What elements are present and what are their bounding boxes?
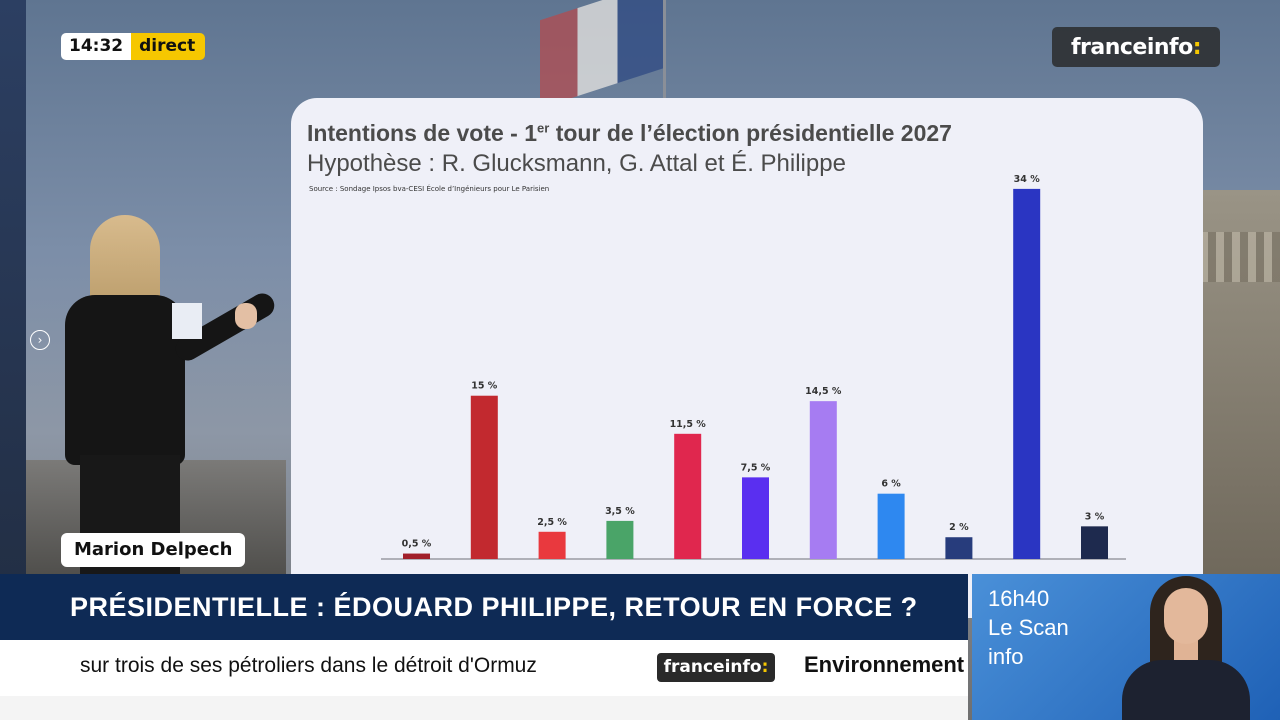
- chart-bar: [742, 477, 769, 559]
- ticker-logo-colon: :: [761, 657, 769, 677]
- chart-bar: [809, 401, 837, 559]
- chart-data-label: 34 %: [1014, 174, 1041, 185]
- chart-bar: [1081, 526, 1108, 559]
- headline-bar: PRÉSIDENTIELLE : ÉDOUARD PHILIPPE, RETOU…: [0, 574, 968, 640]
- chart-bar: [877, 493, 905, 559]
- live-badge: 14:32 direct: [61, 33, 206, 60]
- chart-title-sup: er: [537, 120, 550, 136]
- ticker-logo: franceinfo:: [657, 653, 775, 682]
- chart-data-label: 3,5 %: [605, 506, 635, 517]
- chart-title-start: Intentions de vote - 1: [307, 120, 538, 146]
- chart-title-end: tour de l’élection présidentielle 2027: [549, 120, 952, 146]
- chart-data-label: 2 %: [949, 522, 969, 533]
- anchor-portrait: [1122, 574, 1252, 720]
- chart-data-label: 3 %: [1085, 511, 1105, 522]
- presenter-hand: [235, 303, 257, 329]
- chart-bar: [674, 433, 702, 559]
- chart-bar: [606, 520, 634, 559]
- chart-data-label: 0,5 %: [402, 539, 432, 550]
- promo-text: 16h40 Le Scan info: [988, 586, 1069, 669]
- chart-data-label: 6 %: [881, 479, 901, 490]
- french-flag: [540, 0, 665, 109]
- channel-logo-colon: :: [1192, 34, 1202, 60]
- ticker-category: Environnement: [804, 652, 965, 677]
- chart-data-label: 14,5 %: [805, 386, 842, 397]
- chart-bar: [403, 553, 430, 559]
- chart-data-label: 11,5 %: [670, 419, 707, 430]
- bar-chart: 0,5 % 15 % 2,5 % 3,5 % 11,5 % 7,5 % 14,5 % 6 % 2…: [381, 174, 1126, 560]
- chevron-right-icon: ›: [30, 330, 50, 350]
- chart-bar: [945, 537, 973, 559]
- presenter-notes: [172, 303, 202, 339]
- anchor-body: [1122, 660, 1250, 720]
- ticker-text: sur trois de ses pétroliers dans le détr…: [80, 654, 537, 677]
- chart-bar: [1013, 188, 1041, 559]
- ticker-logo-name: franceinfo: [663, 657, 762, 677]
- chart-bar: [538, 531, 566, 559]
- presenter-figure: [60, 215, 279, 575]
- chart-title: Intentions de vote - 1er tour de l’élect…: [307, 120, 952, 147]
- ticker-strip: [0, 696, 968, 720]
- live-time: 14:32: [61, 33, 132, 60]
- chart-data-label: 15 %: [471, 381, 498, 392]
- program-promo: 16h40 Le Scan info: [972, 574, 1280, 720]
- chart-bar: [470, 395, 498, 559]
- chart-subtitle: Hypothèse : R. Glucksmann, G. Attal et É…: [307, 150, 846, 177]
- chart-data-label: 7,5 %: [741, 462, 771, 473]
- channel-logo-name: franceinfo: [1070, 34, 1193, 60]
- flag-pole: [663, 0, 666, 100]
- presenter-torso: [65, 295, 185, 465]
- presenter-name-tag: Marion Delpech: [61, 533, 246, 567]
- channel-logo: franceinfo:: [1052, 27, 1220, 67]
- chart-card: Intentions de vote - 1er tour de l’élect…: [291, 98, 1203, 618]
- headline-text: PRÉSIDENTIELLE : ÉDOUARD PHILIPPE, RETOU…: [70, 592, 918, 622]
- news-ticker: sur trois de ses pétroliers dans le détr…: [0, 640, 968, 696]
- chart-data-label: 2,5 %: [537, 517, 567, 528]
- live-label: direct: [131, 33, 206, 60]
- chart-source: Source : Sondage Ipsos bva-CESI École d’…: [309, 185, 550, 193]
- anchor-face: [1164, 588, 1208, 644]
- background-balustrade: [1200, 232, 1280, 282]
